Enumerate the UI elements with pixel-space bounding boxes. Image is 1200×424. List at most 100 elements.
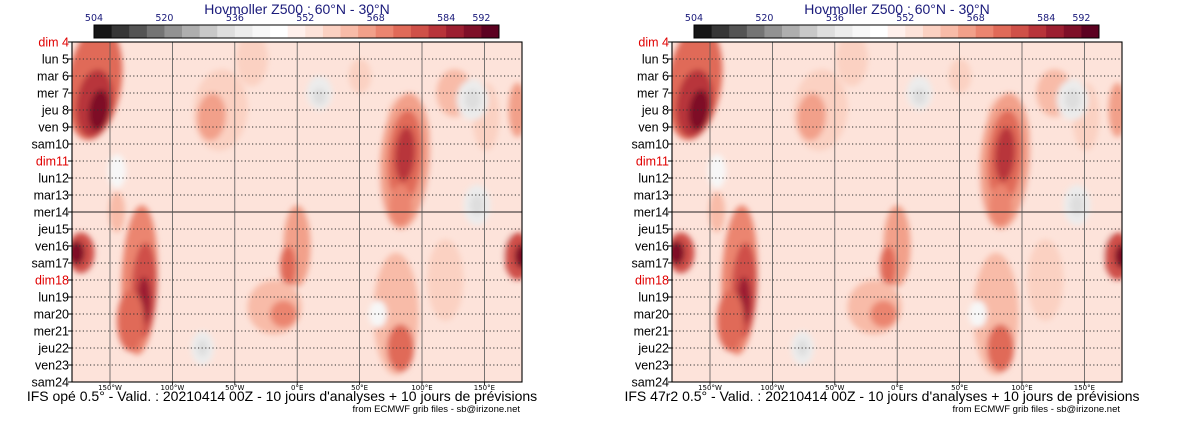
colorbar-swatch (870, 25, 889, 38)
day-label: sam10 (31, 138, 69, 152)
field-shade (117, 290, 144, 352)
colorbar-tick-label: 568 (367, 13, 385, 24)
chart-title: Hovmoller Z500 : 60°N - 30°N (804, 1, 990, 17)
colorbar-swatch (817, 25, 836, 38)
field-shade (836, 42, 868, 87)
day-label: mar 6 (37, 70, 69, 84)
field-shade (269, 300, 298, 328)
longitude-label: 100°W (161, 384, 185, 392)
colorbar-swatch (305, 25, 324, 38)
colorbar-swatch (799, 25, 818, 38)
day-label: ven 9 (638, 121, 669, 135)
field-shade (197, 93, 226, 141)
hovmoller-panel-1: Hovmoller Z500 : 60°N - 30°N 504 520 536 552… (27, 1, 537, 415)
field-contours (72, 42, 522, 376)
longitude-label: 50°W (225, 384, 244, 392)
longitude-label: 50°E (351, 384, 368, 392)
day-label: lun12 (638, 172, 669, 186)
field-shade (912, 87, 927, 105)
plot-frame (71, 41, 523, 383)
colorbar-tick-label: 536 (826, 13, 844, 24)
field-shade (688, 89, 710, 131)
day-label: dim18 (35, 274, 69, 288)
longitude-label: 150°E (1074, 384, 1095, 392)
field-shade (236, 42, 268, 87)
colorbar-swatch (446, 25, 465, 38)
colorbar-swatch (852, 25, 871, 38)
colorbar-swatch (922, 25, 941, 38)
day-label: sam10 (631, 138, 669, 152)
longitude-label: 150°W (698, 384, 722, 392)
field-shade (469, 195, 485, 216)
footer-caption: IFS opé 0.5° - Valid. : 20210414 00Z - 1… (27, 388, 537, 404)
colorbar-swatch (764, 25, 783, 38)
colorbar-swatch (322, 25, 341, 38)
field-shade (869, 300, 898, 328)
colorbar-swatch (1028, 25, 1047, 38)
day-label: mer 7 (637, 87, 669, 101)
colorbar-tick-label: 592 (1072, 13, 1090, 24)
day-label: dim 4 (38, 36, 69, 50)
day-label: jeu 8 (641, 104, 669, 118)
colorbar-swatch (164, 25, 183, 38)
longitude-label: 0°E (891, 384, 903, 392)
colorbar-swatch (782, 25, 801, 38)
field-shade (717, 290, 744, 352)
field-shade (394, 127, 416, 182)
field-shade (312, 87, 327, 105)
colorbar-tick-label: 552 (296, 13, 314, 24)
field-shade (279, 246, 297, 287)
field-shade (994, 127, 1016, 182)
colorbar-swatch (94, 25, 113, 38)
colorbar-swatch (905, 25, 924, 38)
colorbar-swatch (694, 25, 713, 38)
day-label: mer14 (34, 206, 69, 220)
colorbar-swatch (270, 25, 289, 38)
day-label: lun19 (38, 291, 69, 305)
day-label: lun19 (638, 291, 669, 305)
day-label: lun 5 (642, 53, 669, 67)
day-label: lun12 (38, 172, 69, 186)
field-shade (72, 240, 85, 265)
day-label: ven16 (35, 240, 69, 254)
day-label: jeu22 (637, 342, 669, 356)
day-label: dim11 (36, 155, 69, 169)
y-axis-labels: dim 4 lun 5 mar 6 mer 7 jeu 8 ven 9 sam10 dim11… (31, 36, 69, 390)
colorbar-swatch (1081, 25, 1100, 38)
day-label: mar13 (34, 189, 69, 203)
day-label: mar13 (634, 189, 669, 203)
colorbar-tick-label: 552 (896, 13, 914, 24)
field-shade (1104, 232, 1122, 280)
field-shade (879, 246, 897, 287)
colorbar-swatch (287, 25, 306, 38)
colorbar: 504 520 536 552 568 584 592 (685, 13, 1100, 39)
colorbar-tick-label: 520 (155, 13, 173, 24)
colorbar-swatch (975, 25, 994, 38)
longitude-label: 100°E (411, 384, 432, 392)
colorbar-swatch (111, 25, 130, 38)
colorbar-swatch (358, 25, 377, 38)
day-label: ven23 (35, 359, 69, 373)
day-label: mar 6 (637, 70, 669, 84)
colorbar-swatch (1046, 25, 1065, 38)
colorbar-swatch (463, 25, 482, 38)
colorbar-swatch (993, 25, 1012, 38)
day-label: mer21 (634, 325, 669, 339)
field-shade (797, 93, 826, 141)
colorbar-swatch (340, 25, 359, 38)
field-shade (108, 154, 126, 189)
hovmoller-panel-2: Hovmoller Z500 : 60°N - 30°N 504 520 536 552… (624, 1, 1139, 415)
day-label: mar20 (34, 308, 69, 322)
day-label: jeu15 (637, 223, 669, 237)
colorbar-swatch (182, 25, 201, 38)
day-label: lun 5 (42, 53, 69, 67)
day-label: mar20 (634, 308, 669, 322)
field-shade (1064, 89, 1081, 111)
colorbar-tick-label: 592 (472, 13, 490, 24)
day-label: jeu 8 (41, 104, 69, 118)
day-label: mer 7 (37, 87, 69, 101)
colorbar-swatch (428, 25, 447, 38)
colorbar-swatch (746, 25, 765, 38)
field-shade (989, 184, 1012, 226)
